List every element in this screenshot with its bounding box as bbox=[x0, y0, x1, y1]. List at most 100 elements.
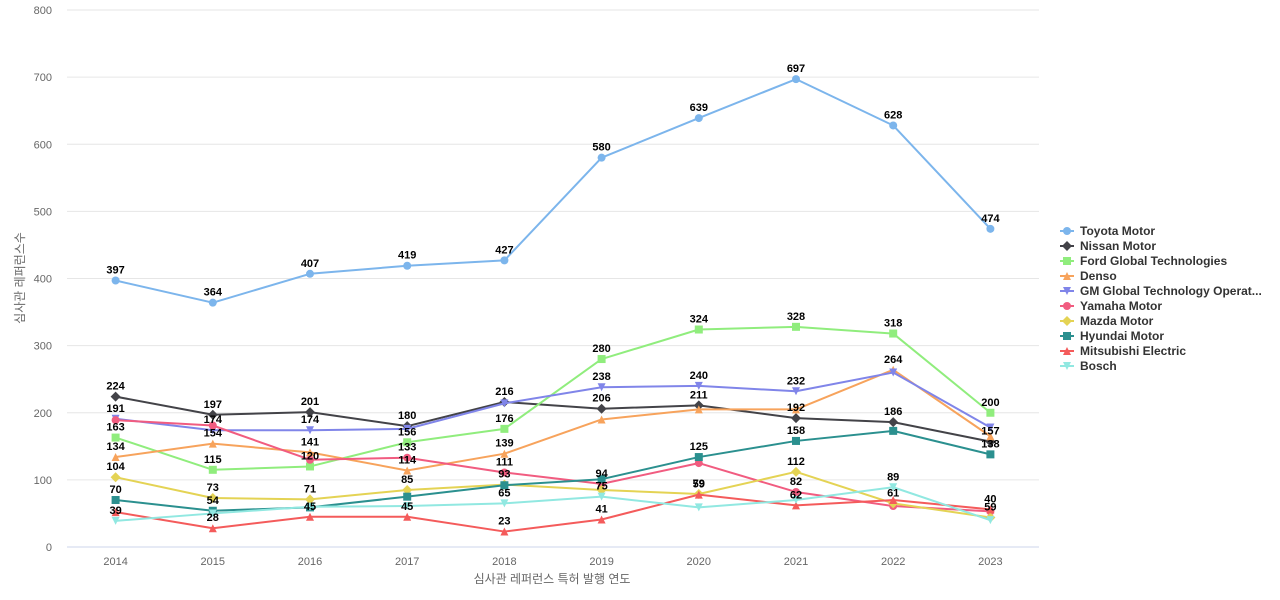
legend-item[interactable]: Denso bbox=[1060, 269, 1117, 283]
legend-item[interactable]: Nissan Motor bbox=[1060, 239, 1156, 253]
data-label: 111 bbox=[496, 456, 513, 468]
data-point bbox=[889, 368, 898, 377]
data-label: 65 bbox=[498, 487, 510, 499]
data-point bbox=[792, 436, 800, 445]
legend-item[interactable]: Toyota Motor bbox=[1060, 224, 1155, 238]
data-label: 697 bbox=[787, 63, 805, 75]
data-label: 186 bbox=[884, 406, 902, 418]
data-label: 216 bbox=[495, 386, 513, 398]
y-tick-label: 700 bbox=[34, 72, 52, 84]
series-line bbox=[115, 470, 991, 519]
data-label: 62 bbox=[790, 489, 802, 501]
data-point bbox=[792, 387, 800, 396]
x-tick-label: 2019 bbox=[589, 556, 613, 568]
legend-marker bbox=[1062, 316, 1072, 326]
data-label: 639 bbox=[690, 102, 708, 114]
data-point bbox=[306, 455, 314, 464]
data-label: 427 bbox=[495, 244, 513, 256]
data-point bbox=[306, 502, 314, 511]
y-axis-title: 심사관 레퍼런스수 bbox=[13, 232, 27, 324]
data-point bbox=[694, 405, 703, 414]
data-point bbox=[208, 465, 217, 474]
data-point bbox=[110, 472, 121, 483]
legend-item[interactable]: GM Global Technology Operat... bbox=[1060, 284, 1262, 298]
data-point bbox=[306, 448, 314, 457]
legend-label: Denso bbox=[1080, 269, 1117, 283]
y-axis-ticks: 0 100 200 300 400 500 600 700 800 bbox=[34, 5, 52, 554]
data-label: 157 bbox=[981, 426, 999, 438]
data-label: 41 bbox=[595, 503, 607, 515]
legend-item[interactable]: Bosch bbox=[1060, 359, 1117, 373]
data-point bbox=[597, 515, 606, 524]
legend-item[interactable]: Mitsubishi Electric bbox=[1060, 344, 1186, 358]
data-label: 104 bbox=[106, 461, 125, 473]
data-point bbox=[597, 355, 606, 364]
data-point bbox=[207, 409, 218, 420]
data-point bbox=[694, 459, 703, 468]
series-6 bbox=[110, 466, 996, 523]
data-label: 79 bbox=[693, 478, 705, 490]
data-point bbox=[889, 496, 898, 505]
data-label: 45 bbox=[304, 501, 316, 513]
series-8 bbox=[111, 490, 995, 536]
data-point bbox=[694, 114, 703, 123]
data-label: 73 bbox=[207, 482, 219, 494]
data-label: 174 bbox=[301, 414, 320, 426]
data-label: 59 bbox=[693, 479, 705, 491]
data-label: 580 bbox=[592, 142, 610, 154]
data-point bbox=[889, 483, 898, 492]
legend-label: Bosch bbox=[1080, 359, 1117, 373]
legend-marker bbox=[1062, 241, 1072, 251]
x-tick-label: 2014 bbox=[103, 556, 127, 568]
series-line bbox=[115, 78, 992, 304]
data-label: 114 bbox=[398, 454, 417, 466]
data-label: 23 bbox=[498, 516, 510, 528]
legend-marker bbox=[1063, 257, 1071, 265]
data-label: 125 bbox=[690, 441, 708, 453]
data-point bbox=[111, 276, 120, 285]
data-point bbox=[500, 449, 509, 458]
data-point bbox=[889, 329, 898, 338]
data-label: 318 bbox=[884, 318, 902, 330]
legend-label: Nissan Motor bbox=[1080, 239, 1156, 253]
data-point bbox=[500, 424, 509, 433]
data-label: 138 bbox=[981, 438, 999, 450]
legend-item[interactable]: Mazda Motor bbox=[1060, 314, 1154, 328]
data-point bbox=[596, 403, 607, 414]
legend-label: GM Global Technology Operat... bbox=[1080, 284, 1262, 298]
data-label: 54 bbox=[207, 495, 220, 507]
data-label: 133 bbox=[398, 442, 416, 454]
series-2 bbox=[111, 322, 995, 474]
data-point bbox=[111, 516, 120, 525]
data-point bbox=[889, 121, 898, 130]
data-point bbox=[693, 400, 704, 411]
data-label: 180 bbox=[398, 410, 416, 422]
data-label: 628 bbox=[884, 109, 902, 121]
x-axis-ticks: 2014 2015 2016 2017 2018 2019 2020 2021 2022 2023 bbox=[103, 556, 1002, 568]
data-label: 397 bbox=[106, 265, 124, 277]
data-point bbox=[207, 492, 218, 503]
data-point bbox=[305, 494, 315, 505]
series-0 bbox=[111, 75, 995, 307]
legend-marker bbox=[1063, 332, 1071, 340]
data-point bbox=[306, 426, 314, 435]
data-point bbox=[986, 408, 995, 417]
data-point bbox=[208, 509, 217, 518]
legend-item[interactable]: Yamaha Motor bbox=[1060, 299, 1162, 313]
data-point bbox=[792, 501, 800, 510]
x-tick-label: 2023 bbox=[978, 556, 1002, 568]
data-point bbox=[597, 492, 606, 501]
data-point bbox=[792, 322, 800, 331]
data-label: 59 bbox=[984, 501, 996, 513]
legend-label: Ford Global Technologies bbox=[1080, 254, 1227, 268]
data-point bbox=[597, 415, 606, 424]
legend-item[interactable]: Hyundai Motor bbox=[1060, 329, 1164, 343]
y-tick-label: 800 bbox=[34, 5, 52, 17]
data-point bbox=[888, 417, 899, 428]
legend-item[interactable]: Ford Global Technologies bbox=[1060, 254, 1227, 268]
data-label: 89 bbox=[887, 471, 899, 483]
data-point bbox=[694, 381, 703, 390]
y-tick-label: 300 bbox=[34, 341, 52, 353]
data-point bbox=[403, 438, 412, 447]
data-label: 154 bbox=[204, 428, 223, 440]
